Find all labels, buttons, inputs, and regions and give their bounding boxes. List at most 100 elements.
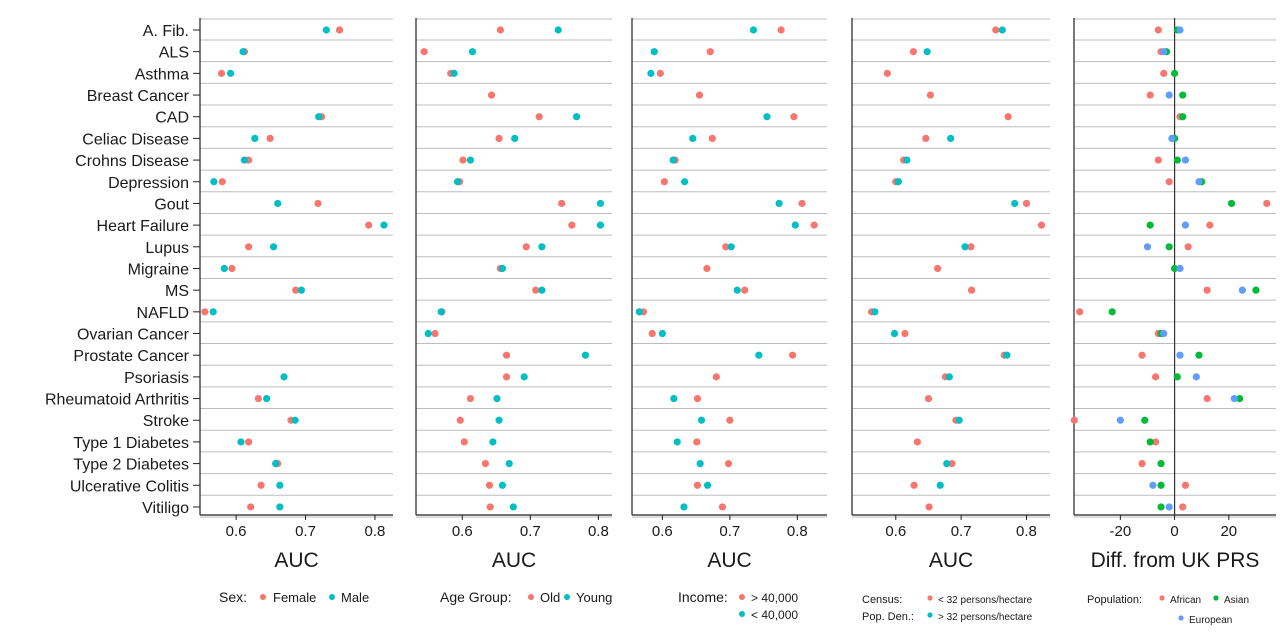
data-point xyxy=(741,286,749,294)
y-tick-label: CAD xyxy=(155,110,189,127)
data-point xyxy=(240,156,249,164)
data-point xyxy=(437,308,445,316)
data-point xyxy=(1138,351,1146,359)
legend-title: Population: xyxy=(1087,594,1142,606)
x-axis-label: AUC xyxy=(492,549,536,572)
data-point xyxy=(718,503,727,511)
data-point xyxy=(733,286,741,294)
x-axis-label: AUC xyxy=(707,549,751,572)
x-tick-label: 0.6 xyxy=(226,523,247,540)
data-point xyxy=(1179,113,1187,121)
data-point xyxy=(695,91,704,99)
x-tick-label: -20 xyxy=(1110,523,1132,540)
data-point xyxy=(967,286,976,294)
legend-key xyxy=(739,611,745,617)
x-axis-label: AUC xyxy=(929,549,973,572)
data-point xyxy=(1195,351,1203,359)
data-point xyxy=(1170,264,1179,273)
data-point xyxy=(943,460,951,468)
data-point xyxy=(1138,460,1146,468)
legend-key xyxy=(927,595,933,601)
data-point xyxy=(568,221,576,229)
data-point xyxy=(272,460,280,468)
data-point xyxy=(798,199,806,208)
y-tick-label: Vitiligo xyxy=(142,500,189,517)
y-tick-label: Depression xyxy=(108,175,189,192)
x-tick-label: 0.8 xyxy=(1016,523,1037,540)
data-point xyxy=(1168,134,1176,142)
panel-5: -20 0 20 Diff. from UK PRS xyxy=(1070,18,1276,572)
data-point xyxy=(217,69,226,77)
legend-key xyxy=(1178,615,1184,621)
data-point xyxy=(670,394,678,403)
data-point xyxy=(1116,416,1124,424)
data-point xyxy=(680,503,688,511)
data-point xyxy=(1176,264,1184,273)
data-point xyxy=(468,48,477,56)
data-point xyxy=(883,69,891,77)
y-tick-label: Celiac Disease xyxy=(82,131,189,148)
data-point xyxy=(727,243,735,251)
data-point xyxy=(1157,460,1165,468)
y-tick-label: Ovarian Cancer xyxy=(77,327,190,344)
data-point xyxy=(1165,243,1173,251)
data-point xyxy=(1022,199,1031,208)
data-point xyxy=(498,264,507,273)
data-point xyxy=(505,460,513,468)
data-point xyxy=(1203,394,1211,403)
data-point xyxy=(903,156,911,164)
data-point xyxy=(1143,243,1152,251)
data-point xyxy=(274,199,282,208)
data-point xyxy=(926,91,935,99)
legend-key xyxy=(927,612,933,618)
data-point xyxy=(703,481,712,489)
data-point xyxy=(703,264,711,273)
data-point xyxy=(1170,69,1179,77)
data-point xyxy=(1236,394,1244,403)
y-tick-label: A. Fib. xyxy=(143,23,189,40)
x-tick-label: 0.7 xyxy=(520,523,541,540)
data-point xyxy=(466,156,475,164)
data-point xyxy=(1157,503,1165,511)
data-point xyxy=(453,178,462,186)
x-axis-label: AUC xyxy=(274,549,318,572)
data-point xyxy=(1184,243,1192,251)
data-point xyxy=(712,373,720,381)
legend-title: Pop. Den.: xyxy=(862,611,914,623)
data-point xyxy=(693,481,702,489)
data-point xyxy=(450,69,458,77)
data-point xyxy=(924,394,933,403)
legend-label: Female xyxy=(273,590,316,605)
data-point xyxy=(315,113,323,121)
data-point xyxy=(280,373,288,381)
data-point xyxy=(696,460,704,468)
data-point xyxy=(650,48,658,56)
y-tick-label: Heart Failure xyxy=(97,218,190,235)
data-point xyxy=(1179,503,1187,511)
legend-label: > 32 persons/hectare xyxy=(938,612,1033,623)
data-point xyxy=(380,221,388,229)
data-point xyxy=(1146,438,1154,446)
data-point xyxy=(481,460,490,468)
data-point xyxy=(554,26,562,34)
data-point xyxy=(948,460,956,468)
y-tick-label: Type 1 Diabetes xyxy=(73,435,189,452)
data-point xyxy=(947,134,955,142)
data-point xyxy=(1037,221,1046,229)
x-tick-label: 0.6 xyxy=(452,523,473,540)
data-point xyxy=(502,351,511,359)
data-point xyxy=(1004,113,1012,121)
data-point xyxy=(1181,481,1190,489)
legend-title: Income: xyxy=(678,589,728,605)
data-point xyxy=(495,134,503,142)
data-point xyxy=(1181,156,1190,164)
data-point xyxy=(1146,91,1154,99)
x-tick-label: 0.8 xyxy=(787,523,808,540)
panel-2: 0.6 0.7 0.8 AUC xyxy=(415,18,612,572)
data-point xyxy=(573,113,581,121)
data-point xyxy=(489,438,497,446)
data-point xyxy=(693,438,701,446)
data-point xyxy=(266,134,274,142)
data-point xyxy=(538,286,546,294)
data-point xyxy=(697,416,706,424)
